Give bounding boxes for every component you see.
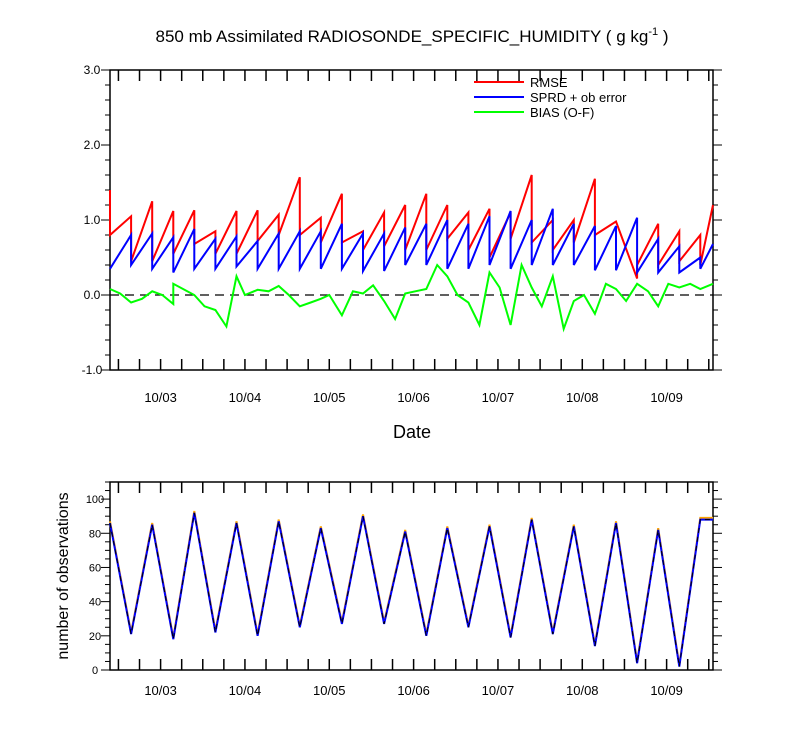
bottom-series-group — [109, 510, 713, 667]
y-tick-label: 2.0 — [84, 138, 101, 152]
y-tick-label: 100 — [86, 494, 104, 506]
x-tick-label: 10/05 — [313, 683, 346, 698]
x-tick-label: 10/07 — [482, 390, 515, 405]
series-line-observations-total — [109, 512, 713, 667]
series-line-observations-assimilated — [109, 512, 713, 667]
y-tick-label: 40 — [89, 597, 101, 609]
top-plot-panel: -1.00.01.02.03.0 10/03 10/04 10/05 10/06 10/… — [82, 63, 722, 442]
x-tick-label: 10/06 — [397, 390, 430, 405]
bottom-axis-ticks — [101, 481, 722, 671]
legend-label: RMSE — [530, 75, 568, 90]
y-tick-label: 1.0 — [84, 213, 101, 227]
x-tick-label: 10/08 — [566, 390, 599, 405]
x-axis-label: Date — [393, 422, 431, 442]
y-tick-label: 0 — [92, 665, 98, 677]
top-series-group — [109, 174, 714, 333]
bottom-plot-frame — [109, 481, 714, 671]
x-tick-label: 10/03 — [144, 683, 177, 698]
top-plot-frame — [109, 69, 714, 371]
bottom-y-tick-labels: 0 20 40 60 80 100 — [86, 494, 104, 677]
y-tick-label: 3.0 — [84, 63, 101, 77]
x-tick-label: 10/09 — [650, 390, 683, 405]
chart-title-tail: ) — [658, 27, 668, 46]
y-axis-label-observations: number of observations — [55, 492, 72, 659]
y-tick-label: -1.0 — [82, 363, 103, 377]
top-x-tick-labels: 10/03 10/04 10/05 10/06 10/07 10/08 10/09 — [144, 390, 683, 405]
x-tick-label: 10/09 — [650, 683, 683, 698]
x-tick-label: 10/07 — [482, 683, 515, 698]
y-tick-label: 60 — [89, 562, 101, 574]
chart-title-exponent: -1 — [648, 26, 658, 38]
chart-title-main: 850 mb Assimilated RADIOSONDE_SPECIFIC_H… — [156, 27, 649, 46]
bottom-x-tick-labels: 10/03 10/04 10/05 10/06 10/07 10/08 10/09 — [144, 683, 683, 698]
y-tick-label: 0.0 — [84, 288, 101, 302]
y-tick-label: 20 — [89, 631, 101, 643]
x-tick-label: 10/05 — [313, 390, 346, 405]
y-tick-label: 80 — [89, 528, 101, 540]
series-line-rmse — [109, 174, 714, 279]
top-y-tick-labels: -1.0 0.0 1.0 2.0 3.0 — [82, 63, 103, 377]
x-tick-label: 10/04 — [229, 390, 262, 405]
series-line-observations — [109, 510, 713, 666]
legend-label: BIAS (O-F) — [530, 105, 594, 120]
series-line-bias-o-f — [109, 261, 714, 333]
chart-title: 850 mb Assimilated RADIOSONDE_SPECIFIC_H… — [156, 26, 669, 46]
series-line-sprd-ob-error — [109, 208, 714, 276]
x-tick-label: 10/03 — [144, 390, 177, 405]
x-tick-label: 10/04 — [229, 683, 262, 698]
x-tick-label: 10/08 — [566, 683, 599, 698]
top-axis-ticks — [101, 69, 722, 371]
x-tick-label: 10/06 — [397, 683, 430, 698]
legend-label: SPRD + ob error — [530, 90, 627, 105]
